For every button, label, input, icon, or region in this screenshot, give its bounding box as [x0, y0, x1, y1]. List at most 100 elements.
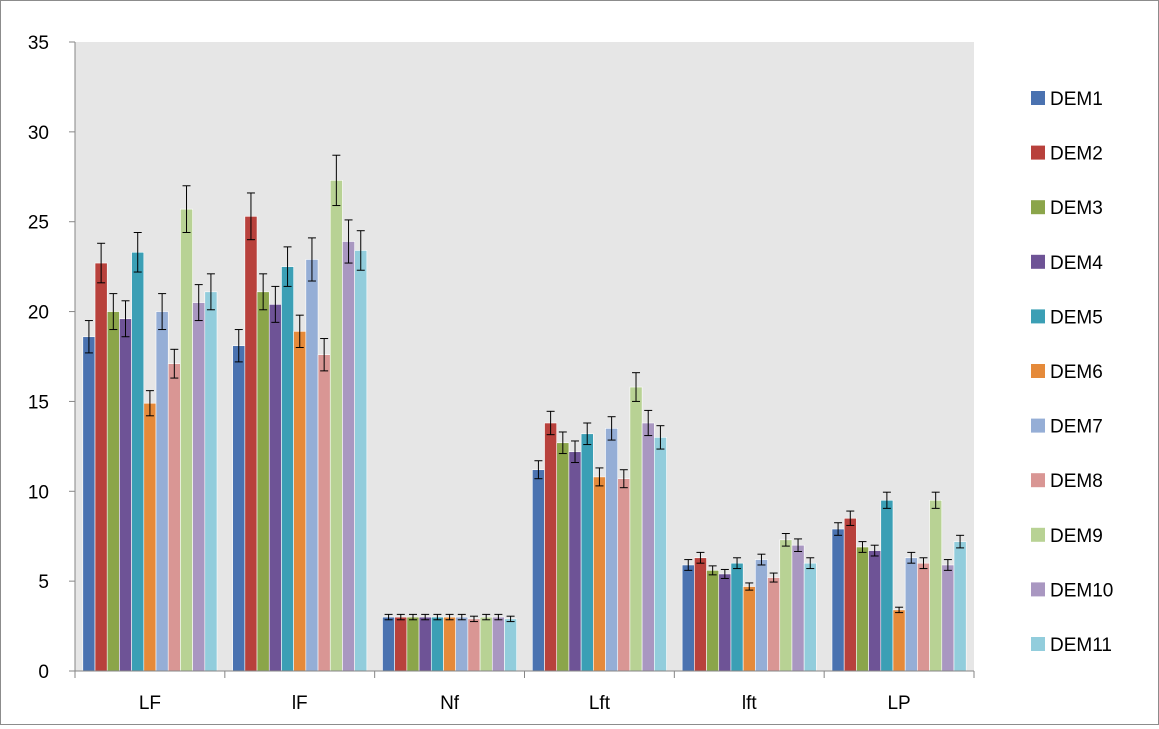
legend-label-dem11: DEM11	[1050, 635, 1112, 656]
y-tick-label: 5	[38, 572, 49, 593]
y-tick-label: 35	[28, 33, 49, 54]
bar-dem2-lf	[244, 216, 258, 672]
y-tick-label: 10	[28, 482, 49, 503]
bar-dem3-lf	[256, 291, 270, 672]
bar-dem8-lf	[167, 363, 181, 672]
bar-dem10-lf	[342, 241, 355, 672]
bar-dem8-lft	[617, 478, 631, 672]
error-bars-group	[84, 154, 965, 623]
bar-dem6-lft	[593, 476, 606, 672]
legend-swatch-dem1	[1031, 91, 1045, 105]
y-tick-label: 25	[28, 213, 49, 234]
bar-dem10-lp	[941, 564, 955, 672]
bar-dem5-lft	[730, 562, 744, 672]
legend-label-dem10: DEM10	[1050, 580, 1113, 601]
bar-dem10-nf	[491, 616, 505, 672]
x-tick-label: Lft	[589, 693, 611, 714]
y-tick-label: 15	[28, 392, 49, 413]
bar-dem5-lp	[880, 499, 894, 672]
bar-dem4-lft	[568, 451, 582, 672]
legend-swatch-dem7	[1031, 418, 1045, 433]
x-tick-label: LP	[887, 693, 910, 714]
bar-dem4-nf	[418, 616, 432, 672]
bar-dem8-nf	[467, 618, 481, 672]
x-tick-label: lF	[292, 693, 308, 714]
bar-dem7-nf	[455, 616, 469, 672]
legend-swatch-dem6	[1031, 364, 1045, 378]
bar-dem2-nf	[394, 616, 408, 672]
legend-label-dem8: DEM8	[1050, 471, 1103, 492]
legend: DEM1 DEM2 DEM3 DEM4 DEM5 DEM6 DEM7 DEM8 DEM9 DEM1…	[1031, 89, 1113, 656]
bar-dem4-lf	[268, 304, 282, 672]
legend-swatch-dem10	[1031, 582, 1045, 597]
legend-label-dem7: DEM7	[1050, 417, 1103, 438]
y-tick-label: 0	[38, 662, 49, 683]
legend-label-dem9: DEM9	[1050, 526, 1103, 547]
legend-swatch-dem3	[1031, 200, 1045, 215]
bar-dem7-lft	[755, 559, 768, 672]
bar-dem9-lf	[180, 208, 193, 672]
y-tick-label: 20	[28, 303, 49, 324]
bar-dem6-nf	[443, 616, 456, 672]
bar-dem9-lp	[929, 499, 943, 672]
legend-label-dem5: DEM5	[1050, 307, 1103, 328]
bar-dem4-lp	[868, 550, 882, 672]
bar-dem6-lf	[143, 402, 157, 672]
plot-area	[75, 42, 974, 671]
bar-dem8-lp	[917, 562, 930, 672]
bar-dem4-lf	[119, 318, 132, 672]
bar-dem1-lf	[232, 345, 246, 672]
bar-dem3-lp	[856, 546, 869, 672]
x-tick-label: LF	[139, 693, 161, 714]
bar-dem2-lf	[94, 262, 108, 672]
bar-dem11-lp	[953, 541, 967, 672]
legend-label-dem1: DEM1	[1050, 89, 1103, 110]
bar-dem4-lft	[718, 573, 732, 672]
bar-dem5-lf	[281, 266, 294, 672]
bar-dem1-lft	[532, 469, 545, 672]
bar-dem7-lp	[904, 557, 918, 672]
bar-dem2-lft	[544, 422, 558, 672]
x-axis-ticks: LF lF Nf Lft lft LP	[74, 671, 975, 714]
bar-dem3-lft	[556, 442, 570, 672]
bar-dem6-lft	[742, 586, 756, 672]
legend-swatch-dem4	[1031, 254, 1045, 269]
bar-dem3-lf	[106, 311, 120, 672]
legend-swatch-dem8	[1031, 473, 1045, 488]
bar-dem6-lf	[293, 331, 307, 672]
bar-dem7-lf	[305, 259, 319, 672]
bar-dem1-lft	[681, 564, 695, 672]
x-tick-label: lft	[742, 693, 758, 714]
legend-swatch-dem11	[1031, 637, 1045, 651]
bar-dem8-lf	[317, 354, 331, 672]
bar-dem1-lf	[82, 336, 96, 672]
bar-dem10-lft	[641, 422, 655, 672]
bar-dem9-lft	[629, 386, 643, 672]
x-tick-label: Nf	[440, 693, 460, 714]
bar-dem2-lft	[694, 557, 707, 672]
bar-dem9-nf	[479, 616, 493, 672]
bar-dem3-lft	[706, 570, 720, 672]
legend-label-dem2: DEM2	[1050, 144, 1103, 165]
bar-dem8-lft	[767, 577, 781, 672]
legend-swatch-dem9	[1031, 527, 1045, 542]
legend-label-dem6: DEM6	[1050, 362, 1103, 383]
legend-label-dem3: DEM3	[1050, 198, 1103, 219]
bar-dem11-lft	[803, 562, 817, 672]
legend-swatch-dem2	[1031, 145, 1045, 160]
y-tick-label: 30	[28, 123, 49, 144]
legend-swatch-dem5	[1031, 309, 1045, 324]
bar-dem5-lft	[580, 433, 594, 672]
bar-dem5-nf	[430, 616, 444, 672]
bar-dem7-lf	[155, 311, 169, 672]
bar-dem7-lft	[605, 428, 619, 672]
bar-dem11-lf	[354, 250, 368, 672]
bar-dem11-nf	[504, 618, 517, 672]
bar-dem9-lf	[329, 180, 343, 672]
bar-dem10-lft	[791, 544, 805, 672]
bar-dem1-nf	[382, 616, 395, 672]
bar-dem11-lf	[204, 291, 218, 672]
bar-dem6-lp	[892, 609, 906, 672]
